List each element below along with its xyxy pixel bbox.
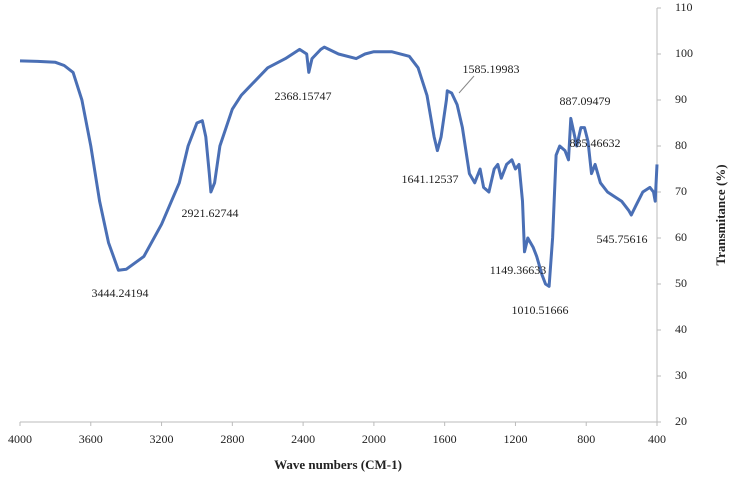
y-tick-label: 30 [675, 368, 687, 382]
y-axis-label: Transmitance (%) [713, 164, 728, 265]
y-tick-label: 110 [675, 0, 693, 14]
x-tick-label: 1600 [433, 432, 457, 446]
y-tick-label: 20 [675, 414, 687, 428]
peak-label: 885.46632 [570, 136, 621, 150]
y-tick-label: 90 [675, 92, 687, 106]
x-tick-label: 2400 [291, 432, 315, 446]
x-tick-label: 3200 [150, 432, 174, 446]
leader-line [458, 75, 475, 94]
x-tick-label: 3600 [79, 432, 103, 446]
peak-label: 1585.19983 [463, 62, 520, 76]
peak-label: 3444.24194 [92, 286, 149, 300]
peak-label: 1149.36633 [490, 263, 547, 277]
peak-label: 545.75616 [597, 232, 648, 246]
peak-label: 2921.62744 [182, 206, 239, 220]
peak-label: 887.09479 [560, 94, 611, 108]
y-tick-label: 60 [675, 230, 687, 244]
peak-label: 2368.15747 [275, 89, 332, 103]
x-tick-label: 800 [577, 432, 595, 446]
spectrum-line [19, 45, 659, 288]
x-axis-label: Wave numbers (CM-1) [274, 457, 402, 472]
x-tick-label: 2000 [362, 432, 386, 446]
y-tick-label: 40 [675, 322, 687, 336]
x-tick-label: 1200 [503, 432, 527, 446]
x-tick-label: 2800 [220, 432, 244, 446]
x-tick-label: 4000 [8, 432, 32, 446]
y-tick-label: 100 [675, 46, 693, 60]
y-tick-label: 80 [675, 138, 687, 152]
peak-label: 1641.12537 [402, 172, 459, 186]
y-tick-label: 50 [675, 276, 687, 290]
x-tick-label: 400 [648, 432, 666, 446]
peak-label: 1010.51666 [512, 303, 569, 317]
y-tick-label: 70 [675, 184, 687, 198]
